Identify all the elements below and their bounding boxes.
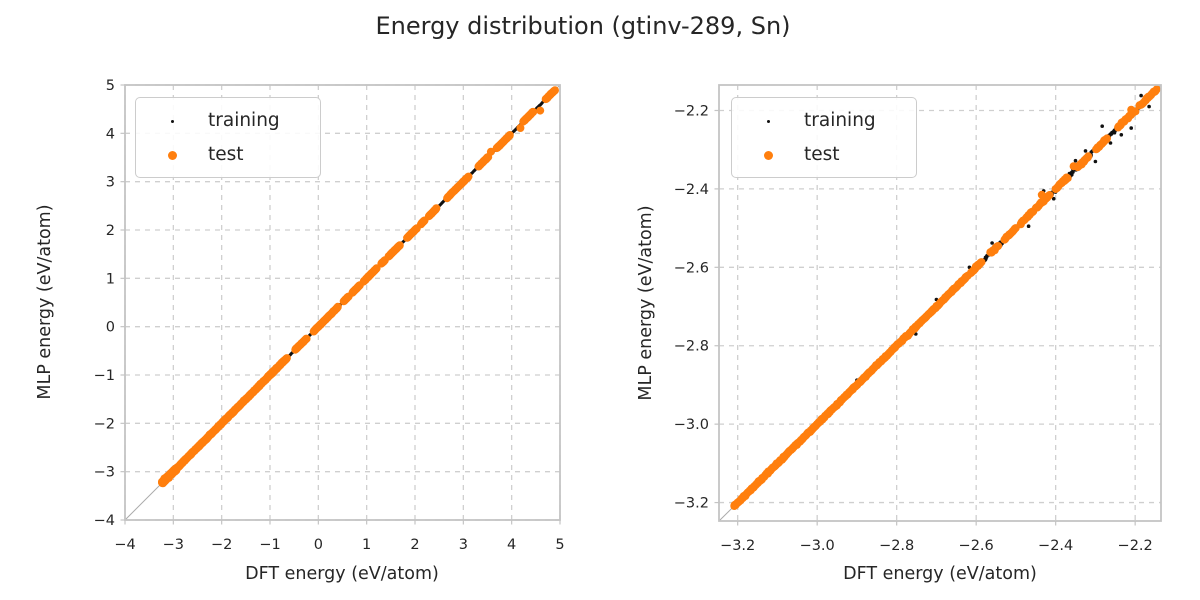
left-x-tick-label: 2 [410,537,419,553]
test-marker-icon [136,150,208,160]
left-y-tick-label: −1 [94,368,115,384]
right-plot-xlabel: DFT energy (eV/atom) [843,564,1037,584]
right-plot-ylabel: MLP energy (eV/atom) [636,205,656,401]
legend-label-test: test [208,143,244,165]
legend-label-test: test [804,143,840,165]
legend-item-training: training [732,104,916,138]
right-x-tick-label: −2.8 [879,538,914,554]
left-x-tick-label: −4 [114,537,135,553]
right-plot-legend: training test [731,97,917,178]
right-plot-tick-labels: −3.2 −3.0 −2.8 −2.6 −2.4 −2.2 −3.2 −3.0 −2.8 −2.6… [674,103,1153,554]
right-plot-spines [718,84,1162,522]
left-y-tick-label: 0 [106,320,115,336]
right-x-tick-label: −2.4 [1038,538,1073,554]
left-y-tick-label: 1 [106,271,115,287]
left-x-tick-label: −3 [163,537,184,553]
left-x-tick-label: 1 [362,537,371,553]
legend-item-test: test [732,138,916,172]
right-x-tick-label: −3.0 [800,538,835,554]
left-y-tick-label: 5 [106,78,115,94]
right-y-tick-label: −3.0 [674,417,709,433]
legend-label-training: training [208,109,280,131]
right-y-tick-label: −2.6 [674,260,709,276]
left-y-tick-label: 3 [106,175,115,191]
left-plot-ylabel: MLP energy (eV/atom) [35,204,55,400]
left-y-tick-label: −4 [94,513,115,529]
left-y-tick-label: 4 [106,126,115,142]
right-y-tick-label: −3.2 [674,496,709,512]
left-y-tick-label: −2 [94,416,115,432]
right-x-tick-label: −3.2 [720,538,755,554]
right-x-tick-label: −2.2 [1118,538,1153,554]
training-marker-icon [732,119,804,123]
left-plot-tick-labels: −4 −3 −2 −1 0 1 2 3 4 5 −4 −3 −2 −1 0 1 2 3 4 5 [94,78,565,553]
right-y-tick-label: −2.2 [674,103,709,119]
right-y-tick-label: −2.4 [674,182,709,198]
legend-label-training: training [804,109,876,131]
left-y-tick-label: −3 [94,465,115,481]
left-x-tick-label: −1 [259,537,280,553]
test-marker-icon [732,150,804,160]
left-x-tick-label: −2 [211,537,232,553]
training-marker-icon [136,119,208,123]
left-y-tick-label: 2 [106,223,115,239]
legend-item-test: test [136,138,320,172]
left-x-tick-label: 0 [314,537,323,553]
right-plot-series-test [730,85,1161,510]
legend-item-training: training [136,104,320,138]
left-plot-spines [124,84,561,521]
left-plot-xlabel: DFT energy (eV/atom) [245,564,439,584]
figure-title: Energy distribution (gtinv-289, Sn) [375,12,791,40]
left-x-tick-label: 3 [459,537,468,553]
right-y-tick-label: −2.8 [674,339,709,355]
left-plot-legend: training test [135,97,321,178]
right-x-tick-label: −2.6 [959,538,994,554]
left-x-tick-label: 4 [507,537,516,553]
left-x-tick-label: 5 [555,537,564,553]
left-plot-series-test [158,86,559,488]
